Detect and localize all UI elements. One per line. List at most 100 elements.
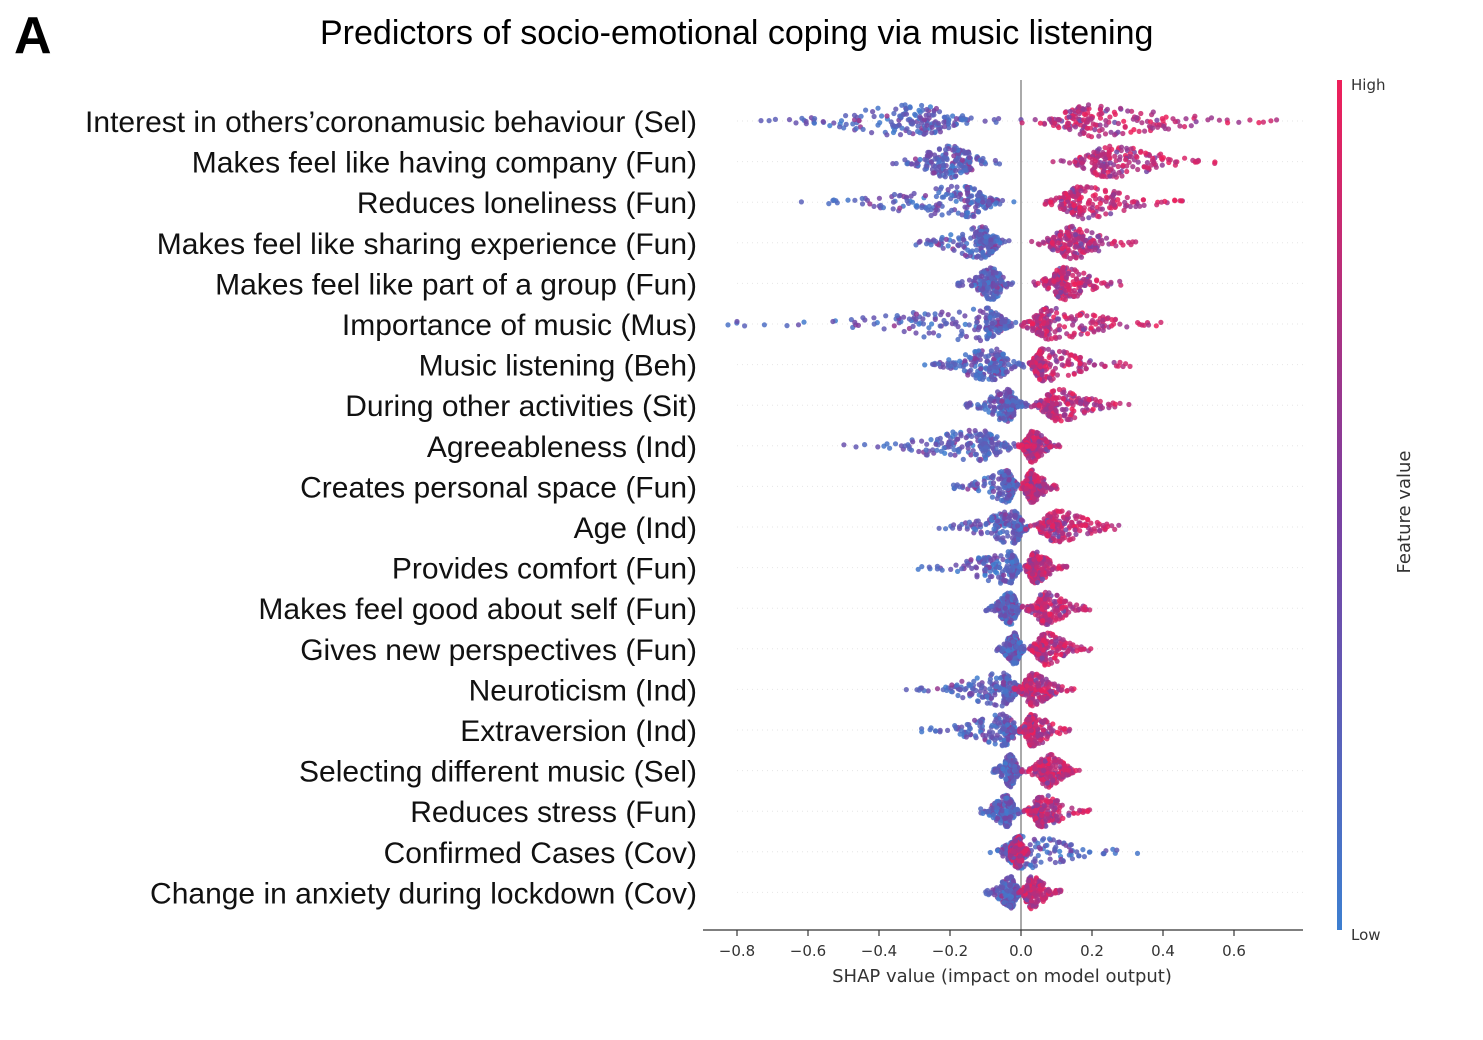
shap-point <box>1100 317 1106 323</box>
shap-point <box>1001 362 1008 368</box>
shap-point <box>985 285 991 291</box>
shap-point <box>1119 173 1125 179</box>
shap-point <box>843 121 849 127</box>
shap-point <box>977 337 984 344</box>
shap-point <box>1029 552 1035 558</box>
shap-point <box>1097 106 1103 113</box>
shap-point <box>1188 123 1194 129</box>
shap-point <box>977 278 983 284</box>
shap-point <box>870 109 876 115</box>
shap-point <box>897 113 903 119</box>
shap-point <box>990 473 996 479</box>
shap-point <box>939 440 945 446</box>
shap-point <box>939 567 945 573</box>
shap-point <box>931 170 937 176</box>
shap-point <box>996 116 1002 122</box>
shap-point <box>946 440 952 446</box>
shap-point <box>1008 281 1014 287</box>
shap-point <box>1133 239 1139 245</box>
shap-point <box>1118 144 1125 150</box>
shap-point <box>1035 612 1041 619</box>
shap-point <box>960 117 966 123</box>
shap-point <box>945 362 951 368</box>
shap-point <box>879 113 885 119</box>
shap-point <box>1021 320 1027 326</box>
shap-point <box>1061 324 1068 330</box>
shap-point <box>1057 232 1063 238</box>
shap-point <box>1061 413 1067 419</box>
shap-point <box>1073 276 1079 282</box>
shap-point <box>1084 228 1090 234</box>
shap-point <box>997 325 1004 331</box>
shap-point <box>946 357 952 363</box>
shap-point <box>1047 611 1053 617</box>
shap-point <box>936 146 943 152</box>
chart-title: Predictors of socio-emotional coping via… <box>320 14 1154 52</box>
shap-point <box>1097 398 1103 404</box>
shap-point <box>923 163 929 169</box>
shap-point <box>1108 166 1114 172</box>
shap-point <box>1117 359 1123 365</box>
shap-point <box>1073 516 1079 522</box>
shap-point <box>980 376 986 382</box>
shap-point <box>1067 126 1073 133</box>
shap-point <box>1030 359 1036 366</box>
shap-point <box>932 316 938 322</box>
shap-point <box>1123 203 1129 209</box>
shap-point <box>1034 453 1041 459</box>
shap-point <box>1085 102 1092 108</box>
shap-point <box>1161 123 1167 129</box>
shap-point <box>1047 444 1053 450</box>
shap-point <box>909 161 915 167</box>
shap-point <box>901 328 907 335</box>
shap-point <box>1146 322 1152 328</box>
shap-point <box>1086 133 1092 139</box>
shap-point <box>1124 194 1130 201</box>
shap-point <box>1117 105 1124 111</box>
shap-point <box>967 400 973 406</box>
shap-point <box>939 309 945 315</box>
shap-point <box>923 241 930 247</box>
shap-point <box>988 275 994 281</box>
shap-point <box>1179 198 1185 204</box>
shap-point <box>891 323 897 329</box>
shap-point <box>924 441 930 447</box>
shap-point <box>1111 202 1117 208</box>
shap-point <box>1111 109 1117 115</box>
shap-point <box>1044 328 1050 334</box>
shap-point <box>1123 157 1129 163</box>
shap-point <box>843 113 849 119</box>
shap-point <box>1069 210 1075 216</box>
shap-point <box>1058 418 1064 424</box>
shap-point <box>917 156 923 163</box>
shap-point <box>1027 523 1033 529</box>
shap-point <box>798 199 805 205</box>
shap-point <box>811 120 818 126</box>
shap-point <box>961 368 968 374</box>
shap-point <box>803 118 809 125</box>
feature-row-points <box>936 508 1122 546</box>
shap-point <box>1079 323 1085 329</box>
shap-point <box>945 187 951 193</box>
shap-point <box>934 566 941 572</box>
shap-point <box>888 119 894 125</box>
shap-point <box>1094 213 1100 219</box>
feature-row-points <box>994 630 1094 668</box>
feature-row-points <box>890 143 1218 181</box>
shap-point <box>1000 596 1006 602</box>
shap-point <box>1096 133 1102 139</box>
shap-point <box>1064 229 1070 235</box>
shap-point <box>1062 314 1068 320</box>
shap-point <box>956 449 962 455</box>
shap-point <box>852 197 858 203</box>
shap-point <box>1128 146 1134 152</box>
shap-point <box>1041 319 1047 325</box>
shap-point <box>878 202 884 208</box>
shap-point <box>1193 119 1199 125</box>
shap-point <box>994 353 1000 359</box>
shap-point <box>1091 362 1097 368</box>
shap-point <box>841 442 847 448</box>
shap-point <box>980 199 986 205</box>
shap-point <box>1055 117 1062 123</box>
shap-point <box>1095 327 1102 333</box>
